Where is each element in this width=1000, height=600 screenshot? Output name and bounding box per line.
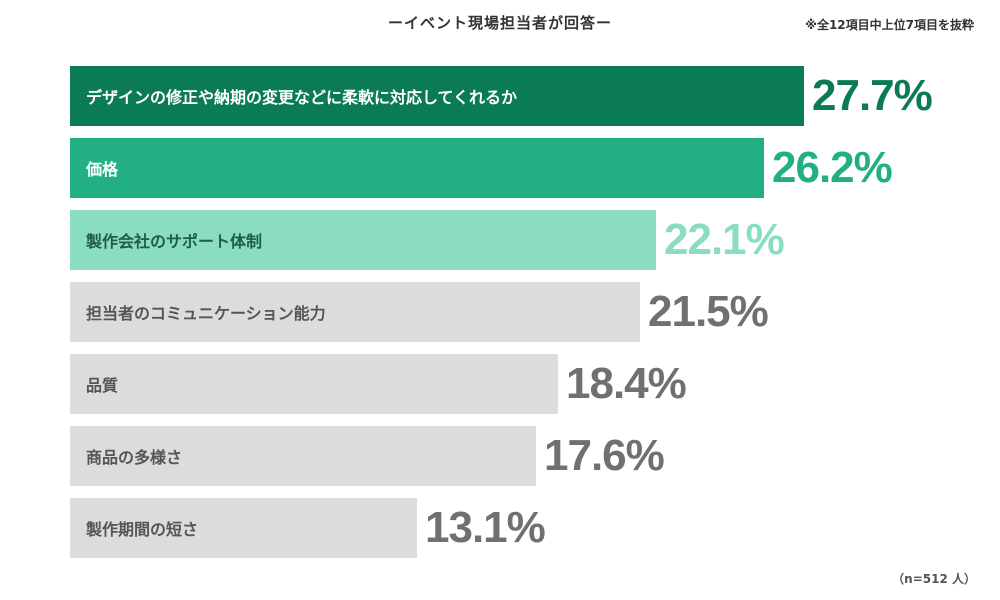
value-label-3: 22.1% [664, 215, 785, 264]
value-label-7: 13.1% [425, 503, 546, 552]
value-label-6: 17.6% [544, 431, 665, 480]
value-label-5: 18.4% [566, 359, 687, 408]
bar-5: 品質 [70, 354, 558, 414]
value-label-4: 21.5% [648, 287, 769, 336]
excerpt-note: ※全12項目中上位7項目を抜粋 [805, 18, 974, 32]
bar-3: 製作会社のサポート体制 [70, 210, 656, 270]
value-label-2: 26.2% [772, 143, 893, 192]
bar-4: 担当者のコミュニケーション能力 [70, 282, 640, 342]
bar-7: 製作期間の短さ [70, 498, 417, 558]
bar-1: デザインの修正や納期の変更などに柔軟に対応してくれるか [70, 66, 804, 126]
bar-2: 価格 [70, 138, 764, 198]
chart-title: ーイベント現場担当者が回答ー [387, 14, 612, 32]
sample-size-note: （n=512 人） [892, 572, 976, 586]
bar-6: 商品の多様さ [70, 426, 536, 486]
value-label-1: 27.7% [812, 71, 933, 120]
